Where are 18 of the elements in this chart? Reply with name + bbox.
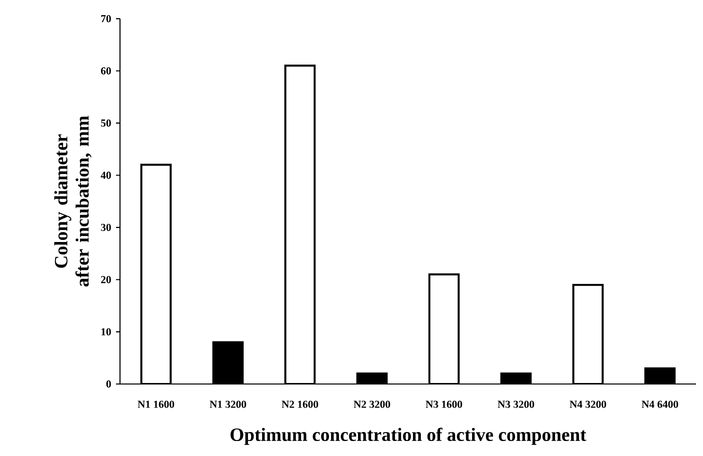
x-tick-label: N4 6400: [642, 400, 678, 408]
x-tick-label: N1 1600: [138, 400, 174, 408]
x-tick-label: N2 1600: [282, 400, 318, 408]
x-tick-label: N3 1600: [426, 400, 462, 408]
y-axis-title: Colony diameter after incubation, mm: [54, 116, 92, 287]
y-tick-label: 20: [101, 276, 111, 284]
y-tick-label: 60: [100, 67, 111, 74]
y-tick-label: 40: [100, 172, 111, 179]
y-tick-label: 30: [101, 224, 111, 232]
x-tick-label: N1 3200: [210, 400, 246, 408]
y-tick-label: 10: [101, 328, 111, 336]
y-tick-label: 70: [101, 15, 111, 22]
y-tick-label: 50: [101, 119, 111, 127]
x-tick-label: N2 3200: [354, 400, 390, 408]
x-tick-label: N3 3200: [498, 400, 534, 408]
x-axis-title: Optimum concentration of active component: [230, 428, 586, 445]
y-tick-label: 0: [106, 380, 111, 388]
x-tick-label: N4 3200: [570, 400, 606, 408]
